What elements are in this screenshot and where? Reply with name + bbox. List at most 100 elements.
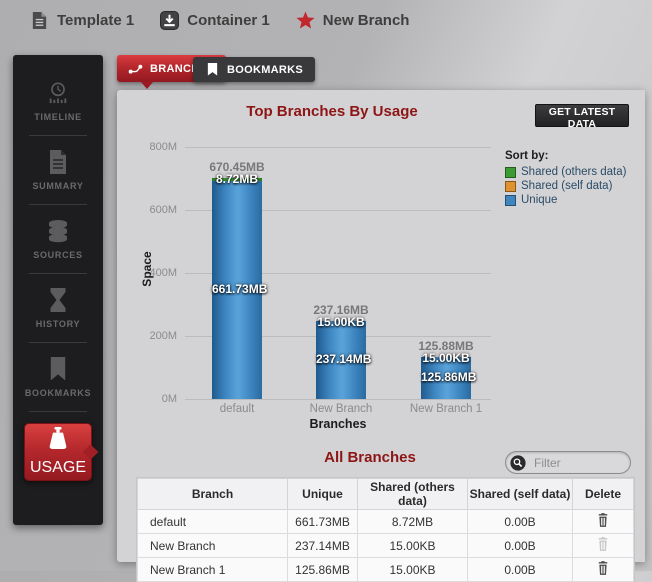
filter-input[interactable]	[532, 455, 622, 471]
breadcrumb-label: Container 1	[187, 12, 270, 29]
breadcrumb-label: Template 1	[57, 12, 134, 29]
bar-total-label: 125.88MB	[401, 339, 491, 353]
sidebar-item-label: SOURCES	[33, 250, 82, 260]
delete-cell	[573, 534, 634, 558]
chart-gridline	[185, 147, 491, 148]
delete-branch-button	[597, 537, 609, 551]
y-axis-tick-label: 0M	[117, 393, 177, 405]
legend-item-shared-others-data-[interactable]: Shared (others data)	[505, 166, 626, 178]
delete-branch-button[interactable]	[597, 561, 609, 575]
sidebar-item-label: HISTORY	[36, 319, 80, 329]
x-axis-category-label: New Branch	[289, 403, 393, 415]
delete-branch-button[interactable]	[597, 513, 609, 527]
column-header-shared-self-data-: Shared (self data)	[468, 479, 573, 510]
unique-cell: 237.14MB	[288, 534, 358, 558]
bar-segment-unique	[421, 357, 471, 399]
breadcrumb-item-new-branch[interactable]: New Branch	[296, 11, 410, 30]
document-icon	[30, 11, 49, 30]
search-icon	[510, 455, 526, 471]
y-axis-tick-label: 200M	[117, 330, 177, 342]
unique-cell: 661.73MB	[288, 510, 358, 534]
tab-bookmarks-label: BOOKMARKS	[227, 64, 303, 76]
sidebar-item-summary[interactable]: SUMMARY	[13, 136, 103, 204]
sidebar-item-timeline[interactable]: TIMELINE	[13, 67, 103, 135]
bar-segment-unique	[212, 181, 262, 399]
branch-icon	[128, 62, 143, 75]
y-axis-tick-label: 800M	[117, 141, 177, 153]
bookmark-icon	[205, 63, 220, 76]
shared-others-cell: 8.72MB	[358, 510, 468, 534]
get-latest-data-button[interactable]: GET LATEST DATA	[535, 104, 629, 127]
trash-icon	[597, 537, 609, 551]
bookmarks-icon	[46, 357, 70, 381]
filter-box	[505, 451, 631, 474]
unique-cell: 125.86MB	[288, 558, 358, 582]
shared-self-cell: 0.00B	[468, 534, 573, 558]
branch-name-cell: New Branch 1	[138, 558, 288, 582]
y-axis-title: Space	[140, 247, 154, 291]
sidebar-divider	[29, 411, 87, 412]
column-header-branch: Branch	[138, 479, 288, 510]
sidebar-item-bookmarks[interactable]: BOOKMARKS	[13, 343, 103, 411]
column-header-shared-others-data-: Shared (others data)	[358, 479, 468, 510]
breadcrumb: Template 1 Container 1 New Branch	[0, 0, 652, 40]
history-icon	[46, 288, 70, 312]
container-icon	[160, 11, 179, 30]
x-axis-category-label: New Branch 1	[394, 403, 498, 415]
legend-label: Shared (self data)	[521, 180, 612, 192]
bar-total-label: 237.16MB	[296, 303, 386, 317]
timeline-icon	[46, 81, 70, 105]
breadcrumb-item-template-1[interactable]: Template 1	[30, 11, 134, 30]
usage-panel: Top Branches By Usage GET LATEST DATA 0M…	[117, 90, 645, 562]
y-axis-tick-label: 600M	[117, 204, 177, 216]
sidebar-item-history[interactable]: HISTORY	[13, 274, 103, 342]
column-header-unique: Unique	[288, 479, 358, 510]
shared-others-cell: 15.00KB	[358, 534, 468, 558]
x-axis-category-label: default	[185, 403, 289, 415]
sidebar-item-usage[interactable]: USAGE	[24, 423, 92, 481]
legend-swatch	[505, 167, 516, 178]
chart-gridline	[185, 399, 491, 400]
shared-self-cell: 0.00B	[468, 558, 573, 582]
column-header-delete: Delete	[573, 479, 634, 510]
star-icon	[296, 11, 315, 30]
active-item-arrow	[83, 444, 99, 460]
legend-label: Unique	[521, 194, 557, 206]
breadcrumb-item-container-1[interactable]: Container 1	[160, 11, 270, 30]
legend-swatch	[505, 195, 516, 206]
legend-label: Shared (others data)	[521, 166, 626, 178]
sidebar: TIMELINE SUMMARY SOURCES HISTORY BOOKMARKS US…	[13, 55, 103, 525]
delete-cell	[573, 558, 634, 582]
tab-bookmarks[interactable]: BOOKMARKS	[193, 57, 315, 82]
legend-item-unique[interactable]: Unique	[505, 194, 626, 206]
branch-name-cell: default	[138, 510, 288, 534]
usage-icon	[48, 427, 68, 454]
sidebar-item-label: USAGE	[30, 459, 86, 477]
breadcrumb-label: New Branch	[323, 12, 410, 29]
shared-self-cell: 0.00B	[468, 510, 573, 534]
legend-item-shared-self-data-[interactable]: Shared (self data)	[505, 180, 626, 192]
legend-title: Sort by:	[505, 150, 626, 162]
chart-legend: Sort by: Shared (others data) Shared (sel…	[505, 150, 626, 208]
sidebar-item-label: TIMELINE	[34, 112, 82, 122]
sidebar-item-label: SUMMARY	[32, 181, 83, 191]
legend-swatch	[505, 181, 516, 192]
bar-total-label: 670.45MB	[192, 160, 282, 174]
trash-icon	[597, 513, 609, 527]
x-axis-title: Branches	[185, 417, 491, 431]
shared-others-cell: 15.00KB	[358, 558, 468, 582]
delete-cell	[573, 510, 634, 534]
bar-segment-unique	[316, 321, 366, 399]
sources-icon	[46, 219, 70, 243]
summary-icon	[46, 150, 70, 174]
sidebar-item-sources[interactable]: SOURCES	[13, 205, 103, 273]
branch-name-cell: New Branch	[138, 534, 288, 558]
